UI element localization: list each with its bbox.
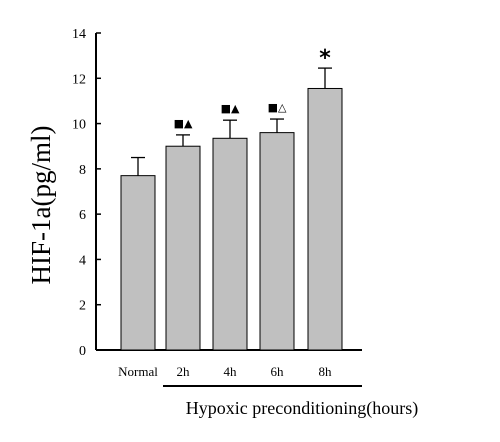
- category-label: 6h: [271, 364, 285, 379]
- category-label: 2h: [177, 364, 191, 379]
- bar: [120, 175, 156, 351]
- labels: HIF-1a(pg/ml) Hypoxic preconditioning(ho…: [26, 126, 418, 419]
- axes: 0 2 4 6 8 10 12 14 Normal 2h 4h 6h 8h: [72, 27, 362, 387]
- bar: [307, 87, 343, 351]
- y-tick-label: 6: [79, 208, 86, 223]
- y-tick-label: 10: [72, 118, 86, 133]
- significance-marker: ■▲: [174, 117, 193, 130]
- x-axis-label: Hypoxic preconditioning(hours): [186, 398, 418, 419]
- y-tick-label: 4: [79, 253, 86, 268]
- y-tick-label: 14: [72, 27, 86, 42]
- y-tick-label: 2: [79, 299, 86, 314]
- bar: [212, 137, 248, 351]
- category-label: 4h: [224, 364, 238, 379]
- y-axis-label: HIF-1a(pg/ml): [26, 126, 56, 285]
- category-label: Normal: [118, 364, 158, 379]
- significance-markers: ■▲ ■▲ ■△ *: [174, 46, 332, 130]
- bars: [120, 87, 343, 351]
- bar: [165, 145, 201, 351]
- y-tick-label: 12: [72, 72, 86, 87]
- significance-marker: ■△: [268, 101, 287, 114]
- y-tick-label: 8: [79, 163, 86, 178]
- error-bars: [131, 67, 332, 176]
- significance-marker: ■▲: [221, 102, 240, 115]
- bar: [259, 132, 295, 351]
- significance-marker: *: [319, 46, 331, 71]
- y-tick-label: 0: [79, 344, 86, 359]
- category-label: 8h: [319, 364, 333, 379]
